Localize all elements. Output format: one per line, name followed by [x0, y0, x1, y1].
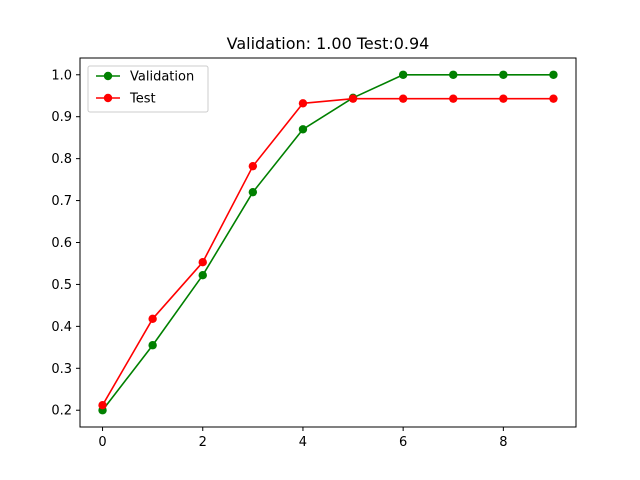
y-tick-label: 0.4: [51, 320, 72, 335]
y-tick-label: 1.0: [51, 68, 72, 83]
y-tick-label: 0.8: [51, 152, 72, 167]
data-point: [549, 70, 558, 79]
legend-box: [87, 65, 209, 113]
legend-marker: [103, 93, 113, 103]
axes: 0 2 4 6 8 0.2 0.3 0.4 0.5 0.6 0.7 0.8 0.9 1.0: [51, 57, 577, 450]
legend-label: Test: [129, 92, 156, 107]
y-tick-label: 0.5: [51, 278, 72, 293]
y-tick-label: 0.2: [51, 404, 72, 419]
x-tick-label: 4: [299, 435, 307, 450]
legend-marker: [103, 71, 113, 81]
x-tick-label: 6: [399, 435, 407, 450]
data-point: [398, 94, 408, 103]
data-point: [148, 341, 157, 350]
legend-label: Validation: [130, 70, 194, 85]
y-tick-label: 0.9: [51, 110, 72, 125]
x-tick-label: 8: [499, 435, 507, 450]
plot-series: [98, 70, 558, 415]
series-test: [98, 94, 558, 410]
data-point: [198, 258, 207, 267]
series-line: [101, 73, 554, 411]
data-point: [198, 271, 207, 280]
y-tick-label: 0.6: [51, 236, 72, 251]
chart-title: Validation: 1.00 Test:0.94: [227, 34, 430, 53]
data-point: [248, 161, 258, 171]
data-point: [449, 94, 458, 103]
data-point: [348, 94, 358, 103]
series-line: [101, 97, 554, 406]
legend-item-test: Test: [96, 92, 156, 107]
data-point: [449, 70, 458, 79]
data-point: [298, 99, 308, 108]
data-point: [549, 94, 558, 103]
x-tick-label: 2: [199, 435, 207, 450]
data-point: [148, 314, 157, 324]
data-point: [398, 70, 408, 79]
y-tick-label: 0.3: [51, 362, 72, 377]
y-tick-label: 0.7: [51, 194, 72, 209]
data-point: [298, 125, 308, 134]
legend-item-validation: Validation: [96, 70, 194, 85]
data-point: [499, 94, 508, 103]
data-point: [499, 70, 508, 79]
x-tick-label: 0: [98, 435, 106, 450]
data-point: [98, 400, 107, 410]
data-point: [248, 187, 258, 197]
legend: Validation Test: [87, 65, 209, 113]
